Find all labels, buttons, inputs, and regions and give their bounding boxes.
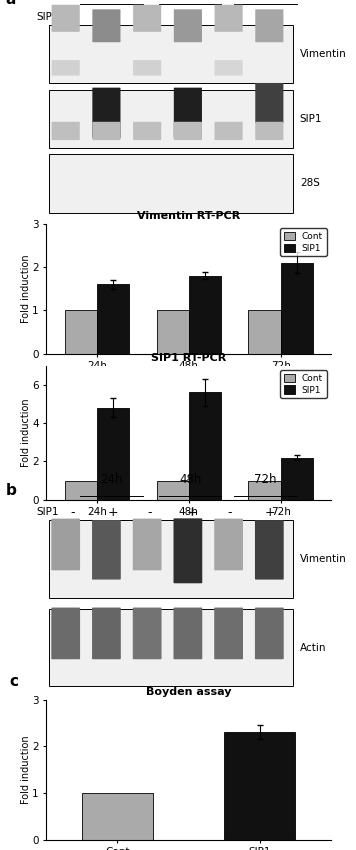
FancyBboxPatch shape — [255, 608, 284, 660]
Text: -: - — [70, 10, 75, 23]
Text: SIP1: SIP1 — [37, 507, 59, 518]
Text: 24h: 24h — [100, 473, 123, 486]
FancyBboxPatch shape — [255, 9, 283, 43]
FancyBboxPatch shape — [51, 608, 80, 660]
Text: Actin: Actin — [300, 643, 326, 653]
FancyBboxPatch shape — [133, 60, 161, 76]
FancyBboxPatch shape — [215, 122, 243, 140]
Text: 72h: 72h — [254, 473, 277, 486]
FancyBboxPatch shape — [173, 518, 202, 583]
Y-axis label: Fold induction: Fold induction — [21, 254, 31, 323]
Text: 28S: 28S — [300, 178, 320, 189]
Text: +: + — [108, 506, 119, 518]
Text: +: + — [186, 506, 197, 518]
FancyBboxPatch shape — [133, 518, 162, 570]
Title: Boyden assay: Boyden assay — [146, 688, 231, 697]
Bar — [65, 480, 97, 500]
FancyBboxPatch shape — [255, 520, 284, 580]
Bar — [97, 284, 129, 354]
Text: -: - — [227, 506, 231, 518]
FancyBboxPatch shape — [173, 608, 202, 660]
FancyBboxPatch shape — [133, 608, 162, 660]
Text: -: - — [147, 10, 152, 23]
Bar — [281, 263, 313, 354]
FancyBboxPatch shape — [215, 60, 243, 76]
Bar — [157, 480, 189, 500]
Bar — [281, 457, 313, 500]
FancyBboxPatch shape — [215, 5, 243, 31]
FancyBboxPatch shape — [52, 60, 80, 76]
Bar — [49, 26, 293, 83]
Bar — [189, 275, 221, 354]
FancyBboxPatch shape — [92, 520, 121, 580]
FancyBboxPatch shape — [51, 518, 80, 570]
Bar — [189, 393, 221, 500]
FancyBboxPatch shape — [92, 9, 120, 43]
Text: -: - — [227, 10, 231, 23]
Y-axis label: Fold induction: Fold induction — [21, 735, 31, 804]
FancyBboxPatch shape — [92, 88, 120, 138]
FancyBboxPatch shape — [214, 608, 243, 660]
Text: Vimentin: Vimentin — [300, 49, 346, 60]
Text: +: + — [186, 10, 197, 23]
Text: Vimentin: Vimentin — [300, 553, 346, 564]
Text: a: a — [5, 0, 16, 7]
Legend: Cont, SIP1: Cont, SIP1 — [280, 370, 326, 398]
Bar — [157, 310, 189, 354]
FancyBboxPatch shape — [255, 122, 283, 140]
Legend: Cont, SIP1: Cont, SIP1 — [280, 228, 326, 256]
FancyBboxPatch shape — [174, 88, 202, 138]
Text: -: - — [70, 506, 75, 518]
FancyBboxPatch shape — [52, 5, 80, 31]
FancyBboxPatch shape — [92, 122, 120, 140]
Text: -: - — [147, 506, 152, 518]
Title: Vimentin RT-PCR: Vimentin RT-PCR — [137, 212, 240, 221]
Bar — [65, 310, 97, 354]
Title: SIP1 RT-PCR: SIP1 RT-PCR — [151, 354, 226, 363]
Text: +: + — [265, 10, 275, 23]
Text: 48h: 48h — [179, 473, 201, 486]
FancyBboxPatch shape — [255, 83, 283, 123]
Bar — [49, 155, 293, 212]
Bar — [49, 609, 293, 687]
Y-axis label: Fold induction: Fold induction — [21, 399, 31, 467]
FancyBboxPatch shape — [174, 122, 202, 140]
Text: +: + — [265, 506, 275, 518]
Bar — [224, 733, 295, 840]
Bar — [248, 310, 281, 354]
FancyBboxPatch shape — [214, 518, 243, 570]
Bar — [49, 519, 293, 598]
FancyBboxPatch shape — [92, 608, 121, 660]
Text: SIP1: SIP1 — [37, 12, 59, 22]
FancyBboxPatch shape — [133, 5, 161, 31]
Bar — [82, 793, 153, 840]
Bar — [97, 408, 129, 500]
FancyBboxPatch shape — [133, 122, 161, 140]
Text: +: + — [108, 10, 119, 23]
Text: b: b — [5, 483, 16, 497]
Bar — [49, 90, 293, 148]
Bar — [248, 480, 281, 500]
FancyBboxPatch shape — [52, 122, 80, 140]
FancyBboxPatch shape — [174, 9, 202, 43]
Text: c: c — [9, 674, 18, 689]
Text: SIP1: SIP1 — [300, 114, 322, 124]
